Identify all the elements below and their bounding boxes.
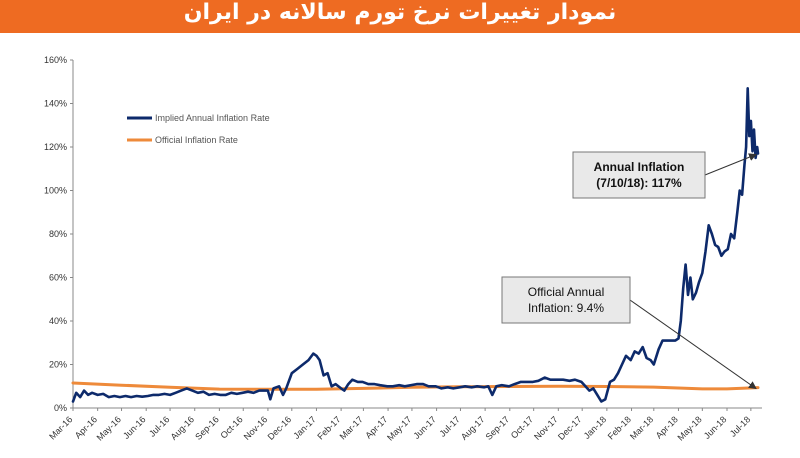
- y-tick-label: 0%: [54, 403, 67, 413]
- annotation-text: Annual Inflation: [594, 160, 685, 174]
- x-tick-label: Nov-17: [532, 414, 560, 442]
- y-tick-label: 100%: [44, 186, 67, 196]
- y-tick-label: 140%: [44, 99, 67, 109]
- x-tick-label: Oct-17: [509, 414, 535, 440]
- page-title: نمودار تغییرات نرخ تورم سالانه در ایران: [183, 0, 617, 25]
- x-tick-label: Oct-16: [219, 414, 245, 440]
- x-tick-label: Jun-17: [411, 414, 438, 441]
- x-tick-label: Mar-17: [338, 414, 365, 441]
- y-tick-label: 160%: [44, 55, 67, 65]
- y-tick-label: 120%: [44, 142, 67, 152]
- implied-inflation-series-line: [71, 87, 760, 403]
- x-tick-label: Jun-18: [702, 414, 729, 441]
- x-tick-label: Dec-16: [266, 414, 294, 442]
- x-tick-label: Jan-17: [291, 414, 318, 441]
- legend-label: Official Inflation Rate: [155, 135, 238, 145]
- chart-annotations: Annual Inflation (7/10/18): 117% Official …: [501, 151, 757, 390]
- annotation-text: Inflation: 9.4%: [528, 301, 604, 315]
- x-tick-label: Aug-16: [169, 414, 197, 442]
- x-tick-label: Mar-18: [628, 414, 655, 441]
- annotation-text: Official Annual: [528, 285, 605, 299]
- x-tick-label: Jun-16: [121, 414, 148, 441]
- x-tick-label: Sep-16: [193, 414, 221, 442]
- x-tick-label: Nov-16: [242, 414, 270, 442]
- x-tick-label: Feb-18: [606, 414, 633, 441]
- x-tick-label: Jul-18: [728, 414, 752, 438]
- annotation-text: (7/10/18): 117%: [596, 176, 682, 190]
- x-tick-label: Aug-17: [459, 414, 487, 442]
- legend-label: Implied Annual Inflation Rate: [155, 113, 270, 123]
- chart-legend: Implied Annual Inflation Rate Official In…: [127, 113, 270, 145]
- chart-axes: 0%20%40%60%80%100%120%140%160%Mar-16Apr-…: [44, 55, 762, 443]
- y-tick-label: 20%: [49, 360, 67, 370]
- x-tick-label: Dec-17: [556, 414, 584, 442]
- x-tick-label: Sep-17: [484, 414, 512, 442]
- x-tick-label: May-17: [385, 414, 413, 442]
- annotation-arrow: [629, 299, 757, 390]
- y-tick-label: 40%: [49, 316, 67, 326]
- y-tick-label: 80%: [49, 229, 67, 239]
- annotation-box: [501, 276, 631, 324]
- x-tick-label: Feb-17: [315, 414, 342, 441]
- annotation-box: [572, 151, 706, 199]
- y-tick-label: 60%: [49, 273, 67, 283]
- chart-series: [71, 87, 760, 403]
- x-tick-label: May-18: [675, 414, 703, 442]
- annotation-arrow: [704, 153, 757, 176]
- x-tick-label: Jan-18: [582, 414, 609, 441]
- x-tick-label: Mar-16: [47, 414, 74, 441]
- x-tick-label: May-16: [95, 414, 123, 442]
- page-title-banner: نمودار تغییرات نرخ تورم سالانه در ایران: [0, 0, 800, 33]
